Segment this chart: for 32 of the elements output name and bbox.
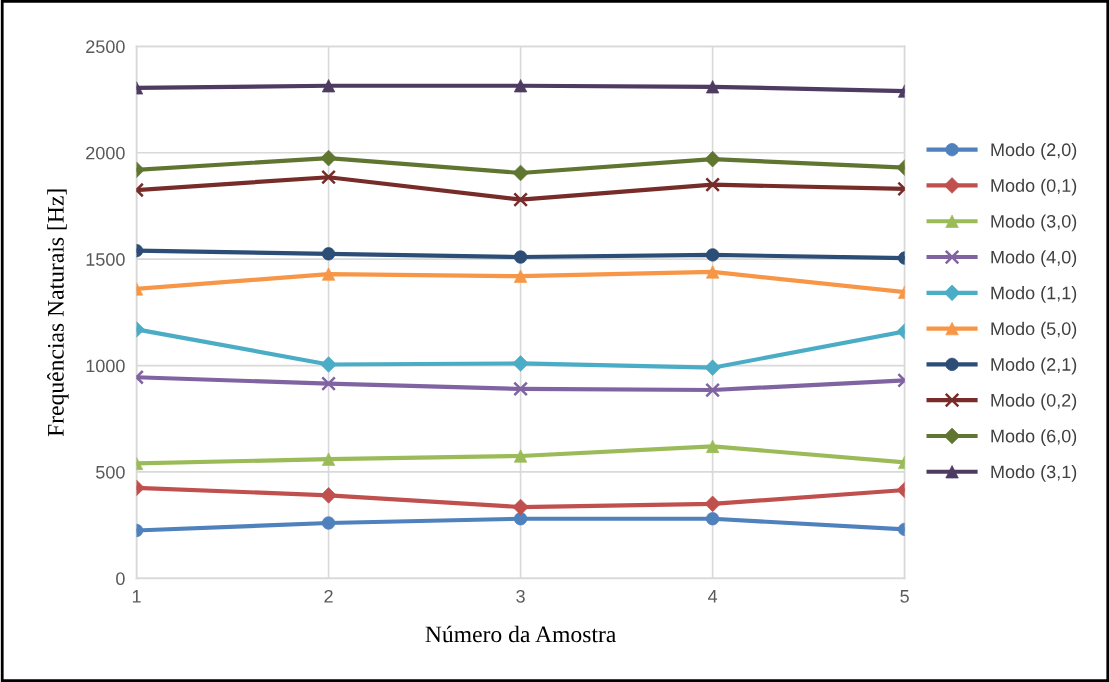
legend-label: Modo (0,2) [991, 393, 1077, 411]
x-tick-label: 5 [900, 590, 909, 603]
point [321, 169, 337, 185]
y-tick-label: 2500 [86, 40, 125, 54]
legend-label: Modo (3,1) [991, 464, 1077, 482]
legend-label: Modo (3,0) [991, 214, 1077, 232]
legend-label: Modo (4,0) [991, 250, 1077, 268]
legend-label: Modo (6,0) [991, 429, 1077, 447]
point [512, 498, 529, 516]
x-axis-title: Número da Amostra [425, 625, 616, 643]
y-tick-label: 0 [116, 572, 125, 586]
legend-label: Modo (2,0) [991, 142, 1077, 160]
point [513, 381, 529, 397]
legend-label: Modo (5,0) [991, 321, 1077, 339]
point [513, 192, 529, 208]
point [512, 164, 529, 182]
y-tick-label: 2000 [86, 146, 125, 160]
y-tick-label: 1500 [86, 253, 125, 266]
point [704, 495, 721, 513]
x-tick-label: 1 [132, 590, 141, 603]
legend-label: Modo (0,1) [991, 178, 1077, 196]
x-tick-label: 3 [516, 589, 525, 603]
y-tick-label: 1000 [86, 359, 125, 373]
legend-label: Modo (2,1) [991, 357, 1077, 375]
x-tick-label: 4 [708, 590, 718, 603]
point [321, 376, 337, 392]
legend-label: Modo (1,1) [991, 286, 1077, 303]
x-tick-label: 2 [324, 589, 333, 603]
y-tick-label: 500 [96, 465, 125, 479]
point [705, 382, 721, 398]
point [705, 177, 721, 193]
y-axis-title: Frequências Naturais [Hz] [47, 189, 69, 437]
